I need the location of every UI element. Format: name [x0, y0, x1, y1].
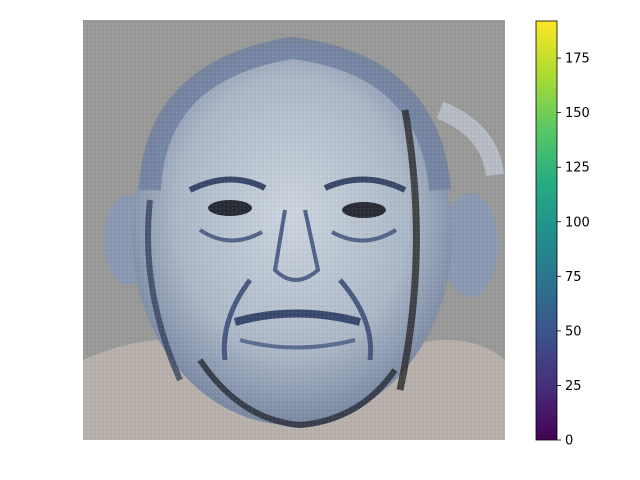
colorbar-ticks: 0 25 50 75 100 125 150 175 — [557, 52, 590, 449]
colorbar-tick-label: 125 — [565, 161, 590, 176]
colorbar-tick-label: 75 — [565, 270, 582, 285]
colorbar-tick-label: 150 — [565, 106, 590, 121]
colorbar-tick-label: 0 — [565, 434, 573, 449]
colorbar-tick-label: 175 — [565, 52, 590, 67]
face-image — [83, 20, 505, 440]
colorbar-tick-label: 100 — [565, 215, 590, 230]
colorbar-tick-label: 50 — [565, 324, 582, 339]
colorbar-gradient — [535, 20, 558, 441]
colorbar: 0 25 50 75 100 125 150 175 — [535, 20, 590, 449]
colorbar-tick-label: 25 — [565, 379, 582, 394]
